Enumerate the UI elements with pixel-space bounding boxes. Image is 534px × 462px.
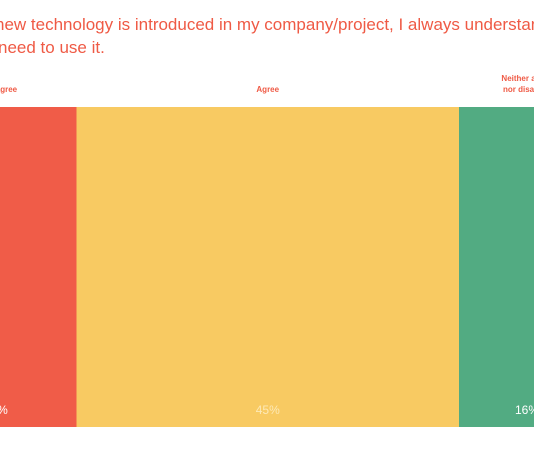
value-label-segment-2: 45% [256,403,280,417]
category-label-segment-2: Agree [256,85,279,94]
value-label-segment-1: 19% [0,403,8,417]
chart-title: new technology is introduced in my compa… [0,13,534,59]
value-label-segment-3: 16% [515,403,534,417]
category-label-segment-1: ongy agree [0,85,18,94]
bar-segment-3 [459,107,534,427]
category-label-segment-3: Neither agreenor disagree [501,74,534,94]
bar-segment-2 [76,107,459,427]
chart-title-line-1: new technology is introduced in my compa… [0,15,534,34]
chart-title-line-2: need to use it. [0,38,105,57]
bar-segment-1 [0,107,77,427]
